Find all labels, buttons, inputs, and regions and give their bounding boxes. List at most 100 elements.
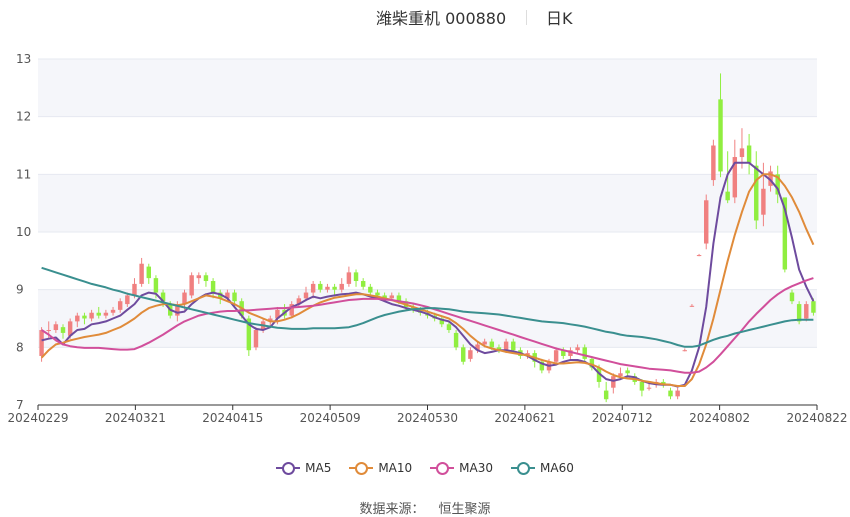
candle-body (289, 304, 294, 316)
candle-body (539, 361, 545, 371)
source-value: 恒生聚源 (438, 502, 491, 517)
candle-body (768, 171, 773, 186)
candle-body (489, 341, 495, 348)
y-tick-label: 12 (16, 110, 31, 124)
title-separator (526, 10, 527, 25)
candle-body (589, 358, 595, 368)
candle-body (189, 275, 194, 296)
candle-body (232, 292, 237, 302)
candle-body (611, 376, 616, 388)
legend-item-ma10[interactable]: MA10 (349, 458, 412, 478)
candle-body (396, 295, 402, 302)
candle-body (153, 278, 159, 293)
candle-body (375, 292, 380, 296)
ma30-line (41, 277, 814, 374)
candle-body (310, 283, 316, 293)
x-tick-label: 20240712 (592, 411, 653, 425)
candle-body (561, 350, 566, 356)
candle-body (339, 283, 344, 290)
x-tick-label: 20240621 (494, 411, 555, 425)
candle-body (568, 350, 573, 356)
candle-body (596, 367, 602, 382)
legend-swatch-icon (511, 462, 536, 475)
y-tick-label: 10 (16, 225, 31, 239)
candle-body (325, 286, 330, 290)
candle-body (368, 286, 373, 293)
candle-body (503, 341, 509, 351)
candle-body (210, 281, 216, 293)
legend-swatch-icon (430, 462, 455, 475)
candle-body (475, 344, 480, 351)
candle-body (53, 324, 59, 331)
candle-body (511, 341, 516, 351)
legend-item-ma30[interactable]: MA30 (430, 458, 493, 478)
candle-body (739, 148, 745, 158)
grid-band (38, 174, 817, 232)
candle-body (453, 332, 459, 348)
legend-item-ma60[interactable]: MA60 (511, 458, 574, 478)
chart-subtitle: 日K (546, 9, 573, 28)
candle-body (46, 330, 51, 332)
candle-body (732, 157, 738, 198)
candle-body (682, 350, 687, 352)
candle-body (125, 295, 130, 305)
grid-band (38, 59, 817, 117)
candle-body (225, 292, 230, 299)
candle-body (746, 145, 752, 163)
y-tick-label: 13 (16, 52, 31, 66)
candle-body (275, 309, 280, 319)
candle-body (625, 370, 630, 374)
candle-body (725, 191, 730, 201)
candle-body (296, 298, 302, 305)
candle-body (103, 312, 109, 316)
x-tick-label: 20240802 (689, 411, 750, 425)
legend-swatch-icon (276, 462, 301, 475)
candle-body (139, 263, 144, 284)
candle-body (253, 330, 259, 348)
candle-body (711, 145, 716, 181)
candle-body (318, 283, 323, 290)
candle-body (146, 266, 151, 279)
candle-body (246, 318, 252, 351)
candle-body (360, 281, 366, 287)
candle-body (775, 174, 780, 195)
x-tick-label: 20240321 (105, 411, 166, 425)
candle-body (675, 390, 680, 397)
candle-body (82, 315, 87, 319)
candle-body (553, 350, 559, 362)
candle-body (461, 347, 466, 362)
candle-body (60, 327, 66, 333)
legend-item-ma5[interactable]: MA5 (276, 458, 331, 478)
candle-body (332, 286, 337, 290)
candle-body (582, 347, 587, 359)
candle-body (110, 309, 116, 313)
legend-label: MA10 (378, 461, 413, 475)
candle-body (704, 200, 709, 244)
candle-body (89, 312, 94, 319)
source-label: 数据来源： (359, 502, 425, 517)
candle-body (811, 301, 816, 313)
candle-body (782, 197, 788, 270)
ma60-line (41, 266, 814, 348)
candle-body (618, 373, 623, 377)
chart-title: 潍柴重机 000880 (376, 9, 507, 28)
legend-label: MA30 (459, 461, 494, 475)
candle-body (718, 99, 723, 172)
candle-body (761, 188, 766, 215)
x-tick-label: 20240509 (300, 411, 361, 425)
candle-body (482, 341, 487, 345)
candle-body (689, 305, 695, 307)
candle-body (439, 318, 445, 325)
candle-body (389, 295, 394, 299)
candle-body (382, 295, 387, 299)
x-tick-label: 20240530 (397, 411, 458, 425)
data-source: 数据来源： 恒生聚源 (0, 498, 850, 517)
y-tick-label: 9 (16, 283, 24, 297)
candle-body (303, 292, 309, 299)
candle-body (796, 304, 802, 322)
chart-header: 潍柴重机 000880 日K (0, 5, 850, 29)
chart-legend: MA5 MA10 MA30 MA60 (0, 458, 850, 478)
y-tick-label: 7 (16, 398, 24, 412)
candle-body (160, 292, 166, 302)
